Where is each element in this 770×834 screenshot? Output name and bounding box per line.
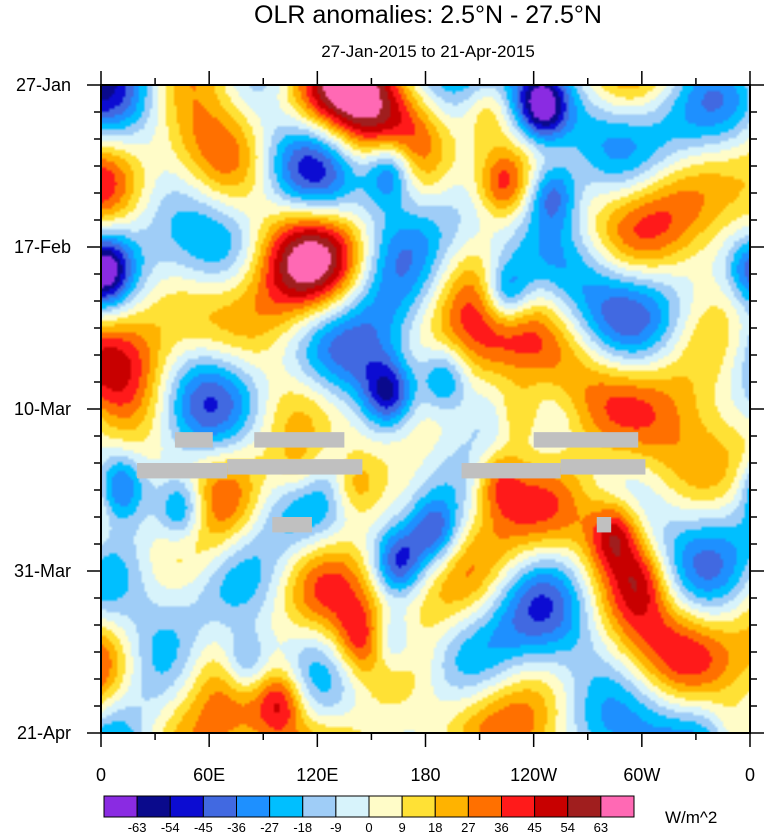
colorbar-swatch xyxy=(401,795,436,818)
missing-data-region xyxy=(596,517,612,533)
y-tick-label: 17-Feb xyxy=(14,237,71,257)
colorbar-swatch xyxy=(202,795,237,818)
colorbar-swatch xyxy=(501,795,536,818)
colorbar-tick-label: -27 xyxy=(260,820,279,834)
x-tick-label: 120E xyxy=(296,765,338,785)
colorbar-swatch xyxy=(567,795,602,818)
y-tick-label: 31-Mar xyxy=(14,561,71,581)
colorbar-tick-label: -54 xyxy=(161,820,180,834)
colorbar-tick-label: -36 xyxy=(227,820,246,834)
x-tick-label: 180 xyxy=(410,765,440,785)
colorbar-swatch xyxy=(302,795,337,818)
colorbar: -63 -54 -45 -36 -27 -18 -9 0 9 18 27 36 45 54 63 xyxy=(103,795,635,834)
x-tick-label: 60E xyxy=(193,765,225,785)
colorbar-tick-label: 18 xyxy=(428,820,442,834)
x-tick-label: 0 xyxy=(745,765,755,785)
colorbar-tick-label: 0 xyxy=(365,820,372,834)
missing-data-region xyxy=(533,432,639,448)
colorbar-swatch xyxy=(467,795,502,818)
colorbar-tick-label: 9 xyxy=(399,820,406,834)
missing-data-layer xyxy=(137,432,646,533)
colorbar-swatch xyxy=(169,795,204,818)
colorbar-swatch xyxy=(269,795,304,818)
missing-data-region xyxy=(272,517,312,533)
colorbar-swatch xyxy=(136,795,171,818)
x-tick-label: 60W xyxy=(623,765,660,785)
missing-data-region xyxy=(560,459,646,475)
colorbar-tick-label: 63 xyxy=(594,820,608,834)
x-axis: 0 60E 120E 180 120W 60W 0 xyxy=(96,71,755,785)
missing-data-region xyxy=(137,463,228,479)
y-tick-label: 27-Jan xyxy=(16,75,71,95)
colorbar-units: W/m^2 xyxy=(665,808,717,827)
colorbar-tick-label: 27 xyxy=(461,820,475,834)
colorbar-tick-label: -45 xyxy=(194,820,213,834)
colorbar-swatch xyxy=(236,795,271,818)
y-tick-label: 21-Apr xyxy=(17,723,71,743)
colorbar-swatch xyxy=(368,795,403,818)
colorbar-tick-label: -63 xyxy=(128,820,147,834)
colorbar-tick-label: 36 xyxy=(494,820,508,834)
missing-data-region xyxy=(461,463,561,479)
y-tick-label: 10-Mar xyxy=(14,399,71,419)
missing-data-region xyxy=(174,432,213,448)
anomaly-heatmap xyxy=(101,85,750,733)
chart-title: OLR anomalies: 2.5°N - 27.5°N xyxy=(254,1,602,29)
missing-data-region xyxy=(227,459,363,475)
colorbar-tick-label: -9 xyxy=(330,820,342,834)
x-tick-label: 120W xyxy=(510,765,557,785)
colorbar-swatch xyxy=(434,795,469,818)
colorbar-swatch xyxy=(600,795,635,818)
colorbar-tick-label: 54 xyxy=(561,820,575,834)
plot-area xyxy=(100,84,751,734)
colorbar-swatch xyxy=(103,795,138,818)
colorbar-swatch xyxy=(335,795,370,818)
colorbar-tick-label: 45 xyxy=(527,820,541,834)
y-axis: 27-Jan 17-Feb 10-Mar 31-Mar 21-Apr xyxy=(14,75,764,743)
missing-data-region xyxy=(254,432,345,448)
colorbar-swatch xyxy=(534,795,569,818)
x-tick-label: 0 xyxy=(96,765,106,785)
chart-subtitle: 27-Jan-2015 to 21-Apr-2015 xyxy=(321,42,535,61)
colorbar-tick-label: -18 xyxy=(293,820,312,834)
